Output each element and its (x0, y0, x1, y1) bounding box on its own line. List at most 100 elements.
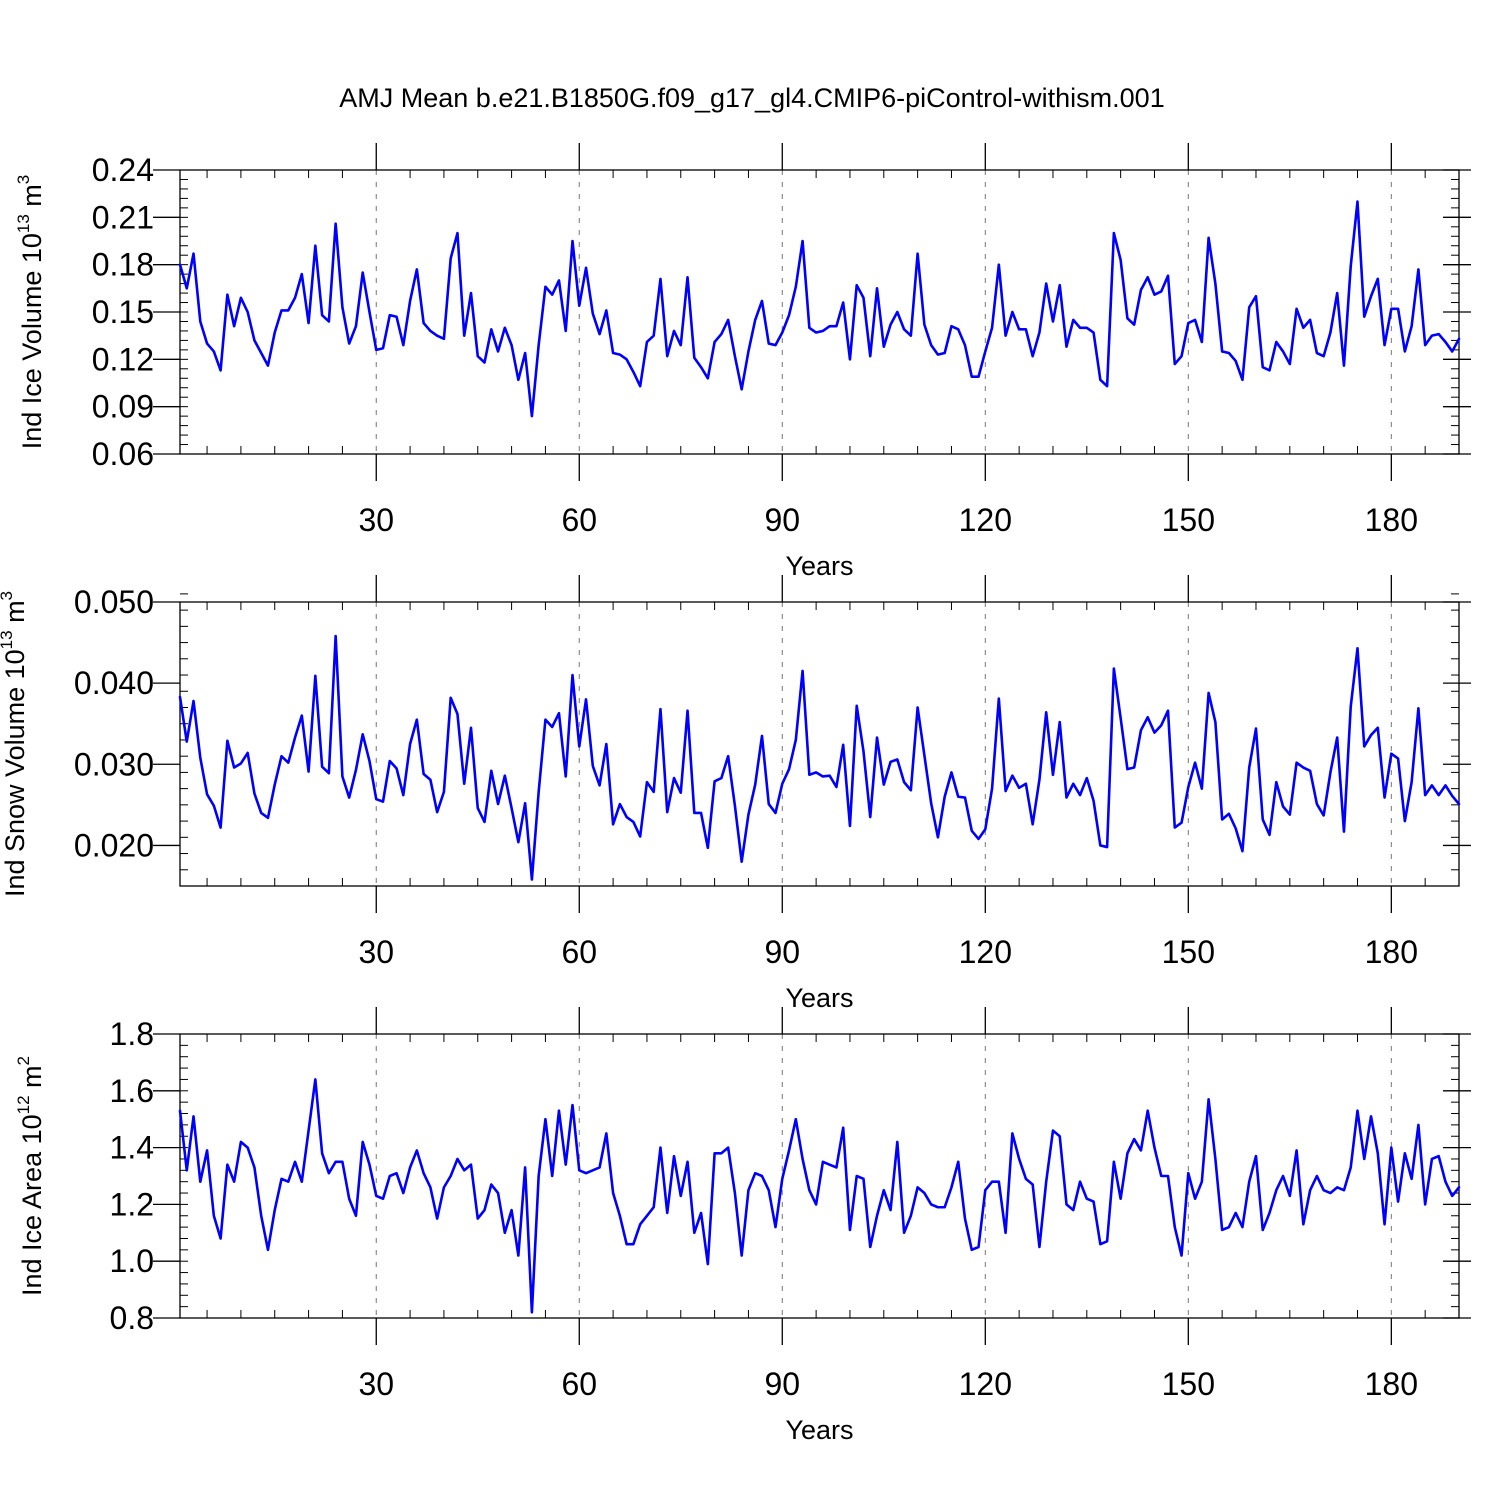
panel-1-point-106 (889, 323, 891, 325)
panel-1-point-183 (1410, 325, 1412, 327)
panel-1-point-141 (1126, 317, 1128, 319)
panel-2-point-177 (1370, 734, 1372, 736)
panel-3-point-99 (842, 1127, 844, 1129)
panel-2-point-190 (1458, 803, 1460, 805)
panel-1: 0.06 0.09 0.12 0.15 0.18 0.21 0.24 30 60 90 120 150… (14, 143, 1471, 581)
panel-3-point-9 (233, 1180, 235, 1182)
panel-2-point-189 (1451, 795, 1453, 797)
panel-3-point-118 (971, 1249, 973, 1251)
panel-3-ylabel-text: Ind Ice Area 10 (17, 1114, 47, 1296)
panel-3-point-4 (199, 1180, 201, 1182)
panel-3-point-185 (1424, 1203, 1426, 1205)
panel-1-point-10 (240, 297, 242, 299)
panel-2-point-126 (1025, 783, 1027, 785)
panel-3-point-166 (1295, 1149, 1297, 1151)
panel-3-point-96 (822, 1161, 824, 1163)
panel-3-point-113 (937, 1206, 939, 1208)
panel-2-point-93 (801, 670, 803, 672)
panel-2-point-73 (666, 811, 668, 813)
panel-2-point-7 (219, 826, 221, 828)
panel-3-point-165 (1289, 1195, 1291, 1197)
panel-3-point-83 (734, 1192, 736, 1194)
panel-3-point-28 (362, 1141, 364, 1143)
panel-1-ylabel-unit-exponent: 3 (14, 175, 33, 184)
panel-2-point-8 (226, 740, 228, 742)
panel-1-point-30 (375, 349, 377, 351)
panel-1-point-155 (1221, 350, 1223, 352)
panel-3-point-171 (1329, 1192, 1331, 1194)
panel-2-xtick-label: 60 (561, 934, 597, 970)
panel-3-point-67 (625, 1243, 627, 1245)
panel-2-point-42 (456, 713, 458, 715)
panel-2-point-31 (382, 800, 384, 802)
panel-1-point-142 (1133, 323, 1135, 325)
panel-1-point-187 (1438, 333, 1440, 335)
panel-3-point-45 (477, 1217, 479, 1219)
panel-1-point-42 (456, 232, 458, 234)
panel-1-point-66 (619, 353, 621, 355)
panel-3-point-181 (1397, 1200, 1399, 1202)
panel-1-point-16 (280, 309, 282, 311)
panel-1-point-135 (1086, 327, 1088, 329)
panel-3-point-130 (1052, 1129, 1054, 1131)
panel-2-point-161 (1262, 818, 1264, 820)
panel-1-point-101 (856, 284, 858, 286)
panel-1-x-axis-label: Years (785, 551, 853, 581)
panel-2-ytick-label: 0.050 (74, 584, 154, 620)
panel-3-point-132 (1065, 1203, 1067, 1205)
panel-3-point-34 (402, 1192, 404, 1194)
panel-1-point-47 (490, 328, 492, 330)
panel-3-ytick-label: 1.4 (110, 1130, 154, 1166)
panel-3-point-190 (1458, 1186, 1460, 1188)
panel-2-point-24 (334, 635, 336, 637)
panel-3-point-147 (1167, 1175, 1169, 1177)
panel-3-point-151 (1194, 1198, 1196, 1200)
panel-2-point-4 (199, 757, 201, 759)
panel-3-point-187 (1438, 1155, 1440, 1157)
panel-3-point-179 (1383, 1223, 1385, 1225)
panel-3-point-31 (382, 1198, 384, 1200)
panel-1-point-98 (835, 325, 837, 327)
panel-3-point-175 (1356, 1109, 1358, 1111)
panel-2-point-23 (328, 772, 330, 774)
panel-1-point-86 (754, 319, 756, 321)
panel-1-point-31 (382, 347, 384, 349)
panel-2-point-94 (808, 774, 810, 776)
panel-2-point-169 (1316, 803, 1318, 805)
panel-1-point-109 (910, 334, 912, 336)
panel-2-point-1 (179, 696, 181, 698)
panel-2-point-60 (578, 745, 580, 747)
panel-2-xtick-label: 150 (1162, 934, 1215, 970)
panel-3-point-7 (219, 1237, 221, 1239)
panel-2-point-96 (822, 775, 824, 777)
panel-1-point-78 (700, 366, 702, 368)
panel-3-point-75 (680, 1195, 682, 1197)
panel-3-point-139 (1113, 1161, 1115, 1163)
panel-3-point-11 (246, 1146, 248, 1148)
panel-1-xtick-label: 150 (1162, 502, 1215, 538)
panel-3-point-148 (1174, 1226, 1176, 1228)
panel-3-point-33 (395, 1172, 397, 1174)
panel-3-point-35 (409, 1166, 411, 1168)
panel-2-point-180 (1390, 753, 1392, 755)
panel-2-point-22 (321, 766, 323, 768)
panel-3-point-79 (707, 1263, 709, 1265)
panel-2-point-25 (341, 775, 343, 777)
panel-1-point-150 (1187, 322, 1189, 324)
panel-1-point-112 (930, 344, 932, 346)
panel-1-xtick-label: 90 (764, 502, 800, 538)
panel-2-point-62 (592, 765, 594, 767)
panel-3-point-184 (1417, 1124, 1419, 1126)
panel-1-point-50 (510, 344, 512, 346)
panel-2-point-9 (233, 766, 235, 768)
panel-2-point-135 (1086, 777, 1088, 779)
panel-2-point-35 (409, 743, 411, 745)
panel-3-point-95 (815, 1203, 817, 1205)
panel-2-xtick-label: 120 (959, 934, 1012, 970)
panel-3-point-112 (930, 1203, 932, 1205)
panel-3-point-131 (1059, 1135, 1061, 1137)
panel-2-point-80 (713, 780, 715, 782)
panel-1-point-151 (1194, 319, 1196, 321)
panel-2-point-123 (1004, 790, 1006, 792)
